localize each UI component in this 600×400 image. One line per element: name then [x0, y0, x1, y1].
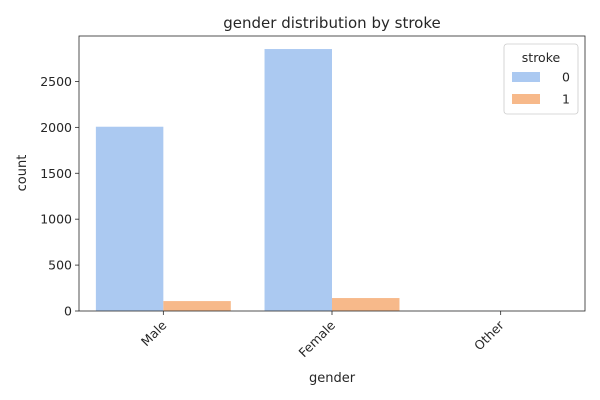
x-tick-label-female: Female — [296, 317, 339, 360]
x-tick-label-other: Other — [471, 317, 507, 353]
x-axis-ticks: Male Female Other — [138, 311, 507, 360]
legend: stroke 0 1 — [503, 43, 579, 115]
x-axis-label: gender — [309, 371, 356, 386]
x-tick-label-male: Male — [138, 317, 170, 349]
legend-swatch-0 — [512, 72, 540, 82]
y-tick-label: 2500 — [40, 74, 72, 89]
legend-title: stroke — [522, 50, 561, 65]
bar-male-series-1 — [163, 301, 231, 311]
y-tick-label: 500 — [48, 258, 72, 273]
legend-swatch-1 — [512, 94, 540, 104]
y-axis-ticks: 0 500 1000 1500 2000 2500 — [40, 74, 79, 319]
bar-male-series-0 — [95, 126, 164, 311]
y-tick-label: 1000 — [40, 212, 72, 227]
bar-female-series-0 — [264, 49, 332, 311]
legend-label-0: 0 — [562, 70, 570, 85]
y-tick-label: 2000 — [40, 120, 72, 135]
y-tick-label: 0 — [64, 304, 72, 319]
bar-female-series-1 — [332, 298, 400, 311]
y-tick-label: 1500 — [40, 166, 72, 181]
bars-group — [95, 49, 501, 311]
legend-label-1: 1 — [562, 92, 570, 107]
y-axis-label: count — [15, 155, 30, 192]
chart-title: gender distribution by stroke — [223, 14, 440, 32]
